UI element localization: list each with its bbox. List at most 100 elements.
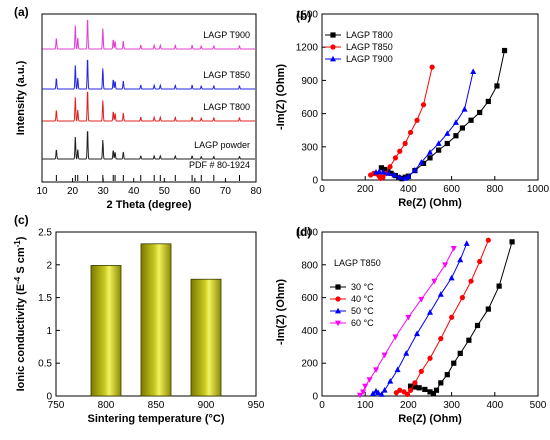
legend-marker [330, 32, 336, 38]
legend-entry: LAGP T800 [346, 30, 393, 40]
data-point [380, 174, 386, 180]
data-point [405, 314, 412, 321]
x-tick-label: 0 [319, 400, 325, 411]
x-tick-label: 400 [486, 400, 503, 411]
data-point [485, 237, 491, 243]
legend-entry: 30 °C [351, 282, 374, 292]
y-tick-label: 1200 [296, 43, 319, 54]
series-label: LAGP T900 [203, 30, 250, 40]
x-tick-label: 70 [220, 186, 232, 197]
data-point [453, 133, 459, 139]
data-point [382, 166, 388, 173]
data-point [397, 148, 403, 154]
data-point [375, 389, 382, 396]
data-point [427, 155, 433, 161]
x-tick-label: 800 [98, 400, 115, 411]
x-tick-label: 30 [98, 186, 110, 197]
data-point [381, 352, 388, 359]
x-tick-label: 300 [443, 400, 460, 411]
legend-marker [335, 320, 341, 327]
y-tick-label: 1.5 [38, 293, 52, 304]
y-tick-label: 600 [301, 109, 318, 120]
xrd-pattern-3 [42, 131, 256, 160]
x-tick-label: 80 [250, 186, 262, 197]
data-point [444, 372, 450, 378]
panel-label: (b) [296, 9, 311, 23]
data-point [388, 170, 394, 176]
data-point [392, 334, 399, 341]
y-tick-label: 2 [46, 260, 52, 271]
y-tick-label: 1500 [296, 10, 319, 21]
data-point [404, 391, 411, 397]
y-tick-label: 900 [301, 76, 318, 87]
series-0 [378, 47, 508, 182]
data-point [394, 366, 401, 373]
legend-marker [335, 307, 341, 314]
data-point [438, 380, 444, 386]
data-point [444, 140, 450, 147]
x-tick-label: 60 [189, 186, 201, 197]
panel-2: 750 800 850 900 950 0 0.5 1 1.5 2 2.5 Sintering tem… [13, 213, 265, 425]
xrd-pattern-2 [42, 91, 256, 122]
data-point [450, 246, 457, 252]
xrd-pattern-0 [42, 19, 256, 50]
series-label: LAGP T800 [203, 102, 250, 112]
data-point [376, 168, 383, 175]
panel-label: (d) [296, 225, 311, 239]
y-axis-label: -Im(Z) (Ohm) [275, 64, 287, 130]
data-point [418, 159, 425, 165]
data-point [433, 387, 440, 393]
data-point [466, 337, 472, 343]
plot-frame-1 [321, 13, 539, 181]
data-point [452, 119, 459, 125]
data-point [459, 295, 465, 301]
data-point [357, 392, 364, 399]
data-point [381, 387, 388, 393]
x-axis-label: Re(Z) (Ohm) [398, 197, 462, 209]
data-point [420, 102, 427, 108]
data-point [468, 117, 474, 123]
data-point [485, 98, 491, 105]
x-axis-label: Re(Z) (Ohm) [398, 413, 462, 425]
data-point [422, 386, 428, 393]
xrd-pattern-1 [42, 59, 256, 90]
data-point [362, 383, 369, 390]
x-tick-label: 950 [248, 400, 265, 411]
data-point [380, 169, 387, 175]
data-point [373, 367, 379, 373]
data-point [496, 283, 502, 289]
data-point [418, 368, 424, 374]
data-point [397, 387, 403, 393]
data-point [468, 278, 474, 284]
data-point [463, 240, 470, 246]
x-tick-label: 200 [400, 400, 417, 411]
legend-marker [335, 296, 341, 302]
series-line-2 [375, 71, 474, 179]
y-tick-label: 1 [46, 326, 52, 337]
y-axis-label-part: Ionic conductivity (E [15, 284, 27, 392]
data-point [437, 291, 444, 297]
series-2 [373, 68, 477, 181]
x-tick-label: 10 [36, 186, 48, 197]
x-tick-label: 600 [443, 184, 460, 195]
legend-entry: 60 °C [351, 318, 374, 328]
data-point [411, 166, 418, 173]
y-tick-label: 300 [301, 142, 318, 153]
data-point [501, 47, 508, 54]
data-point [485, 306, 491, 312]
y-axis-label-part: S cm [15, 247, 27, 277]
x-tick-label: 900 [198, 400, 215, 411]
y-axis-label: -Im(Z) (Ohm) [275, 279, 287, 345]
series-label: LAGP T850 [203, 70, 250, 80]
annotation: LAGP T850 [334, 258, 381, 268]
data-point [509, 239, 515, 245]
legend-entry: LAGP T850 [346, 42, 393, 52]
y-tick-label: 400 [301, 326, 318, 337]
data-point [418, 296, 425, 303]
data-point [474, 322, 481, 329]
data-point [436, 147, 442, 153]
series-line-0 [381, 50, 506, 180]
x-tick-label: 20 [67, 186, 79, 197]
y-axis-label-part: -1 [13, 240, 22, 248]
panel-1: 0 200 400 600 800 1000 0 300 600 900 1200 1500 Re(Z)… [275, 9, 550, 209]
